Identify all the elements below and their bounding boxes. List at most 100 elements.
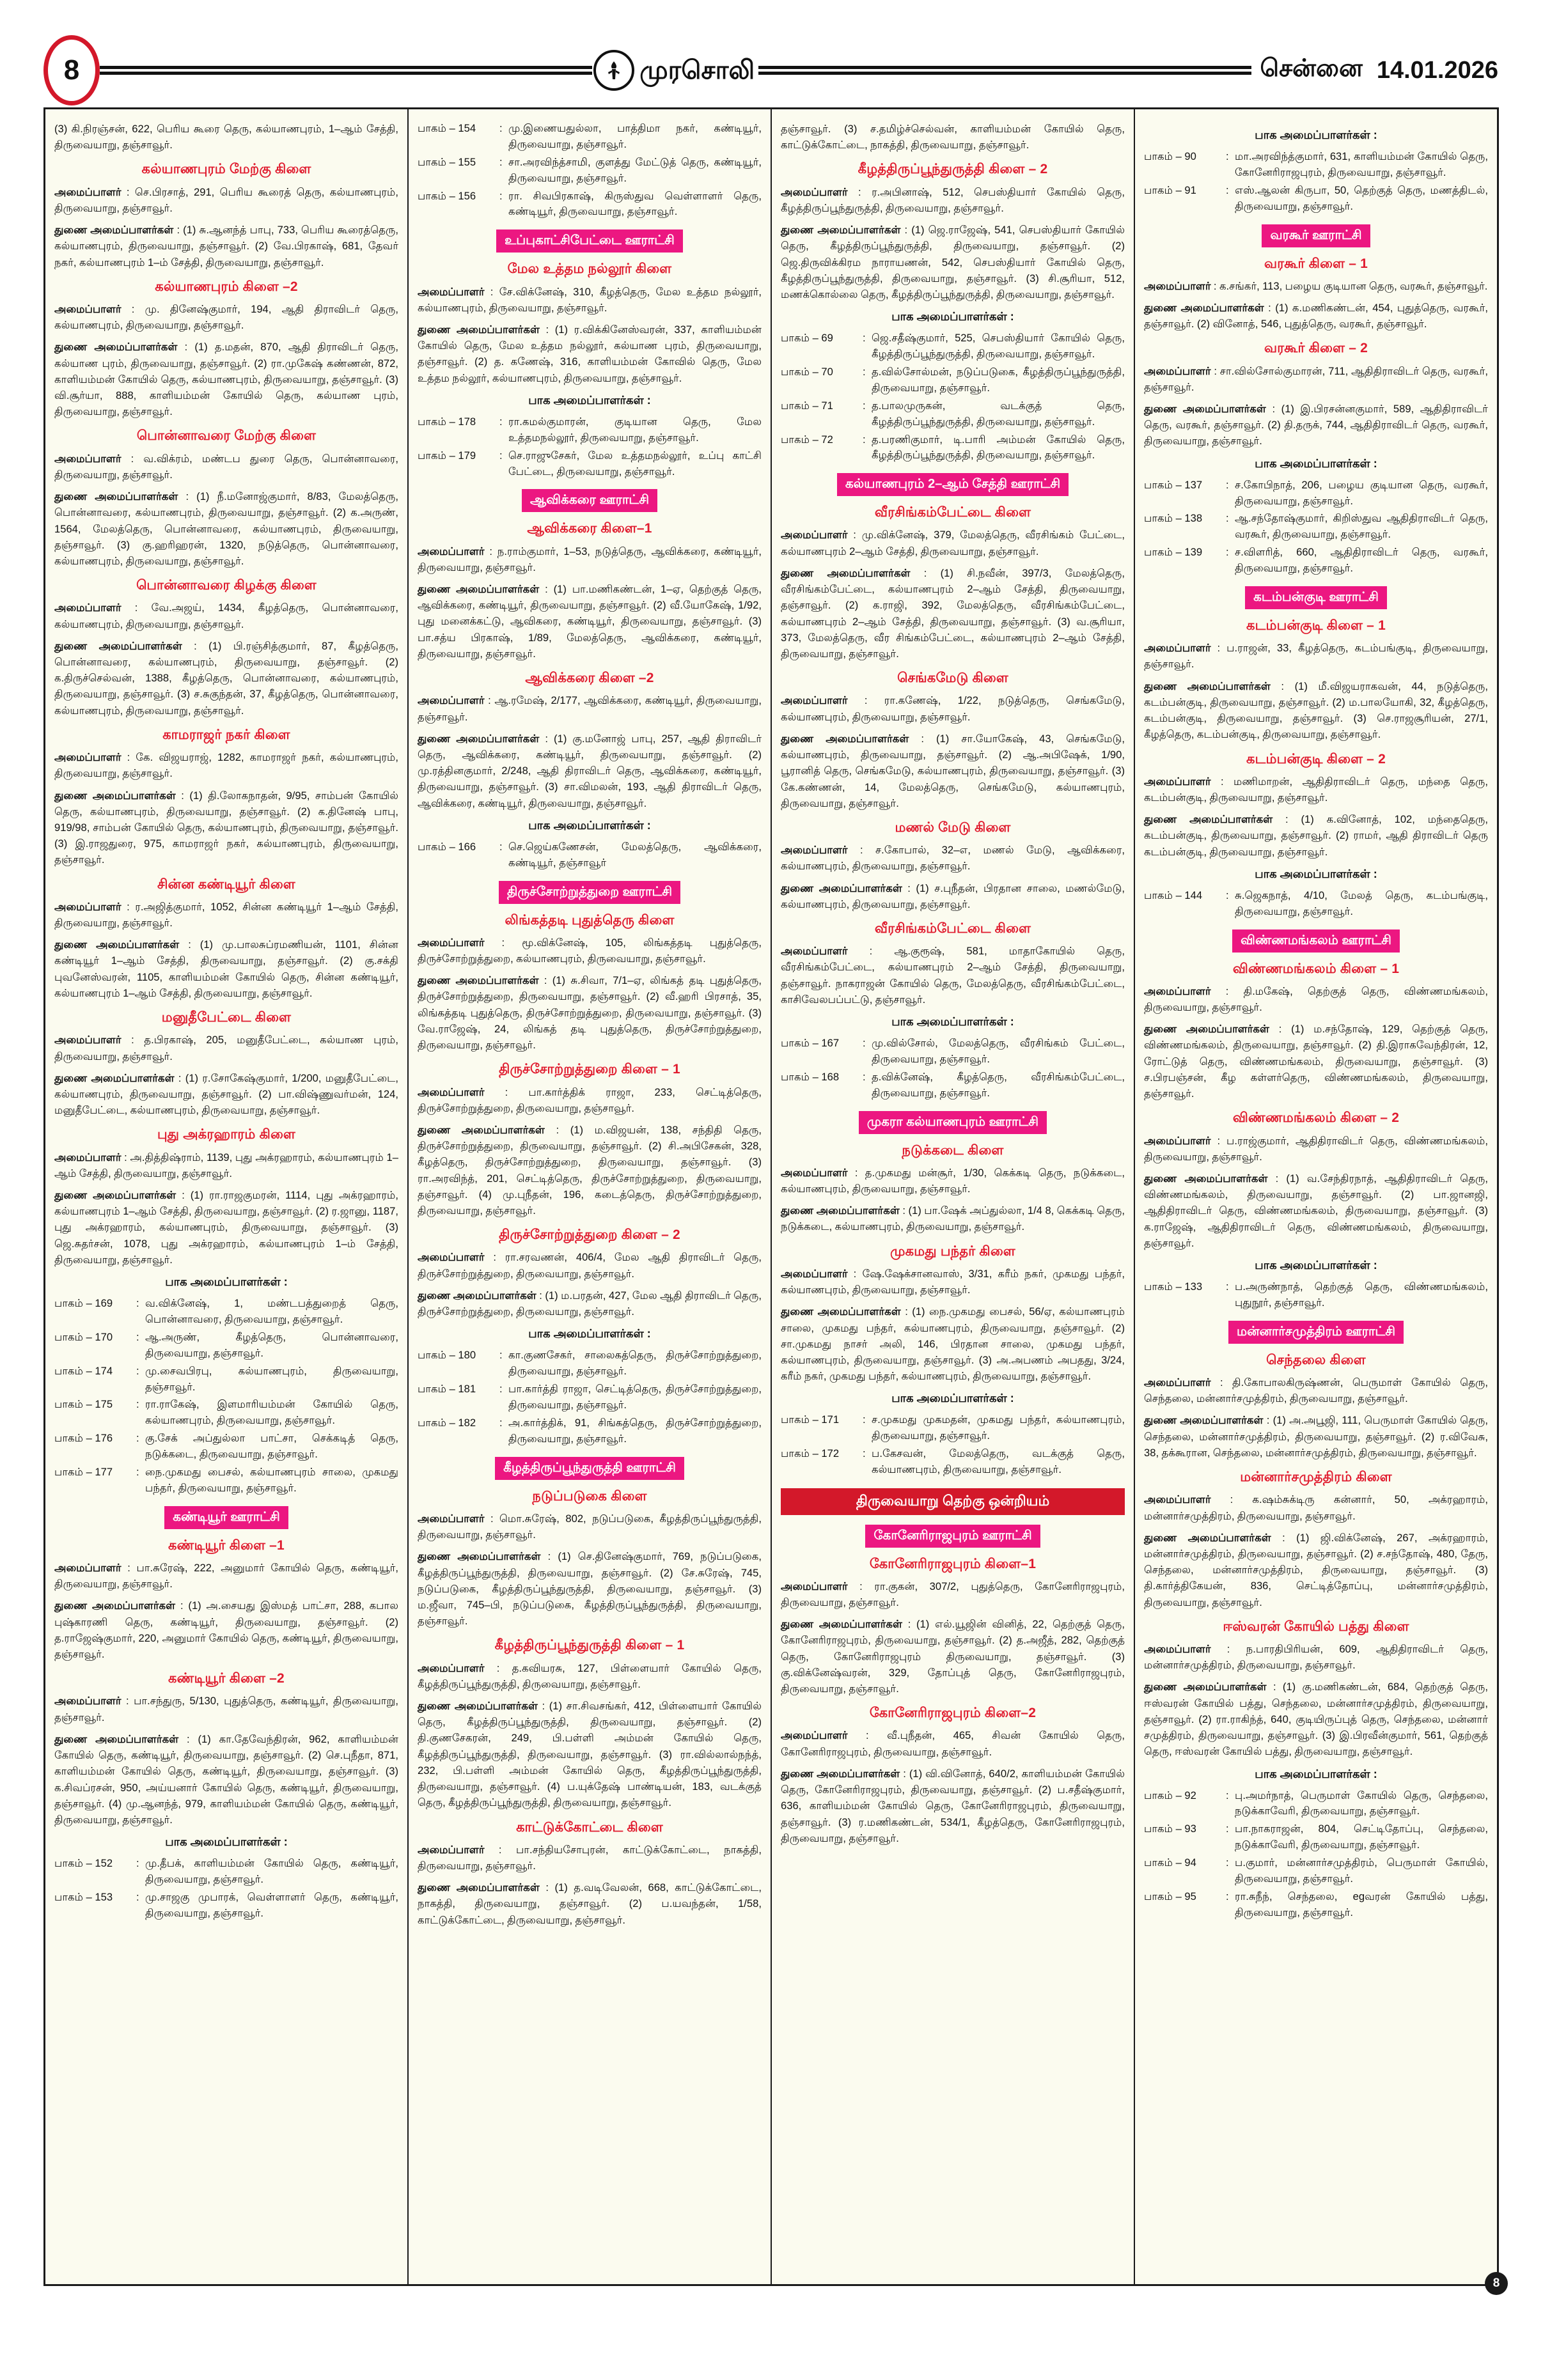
part-organiser-row: பாகம் – 177: நை.முகமது பைசல், கல்யாணபுரம்…	[54, 1465, 398, 1497]
part-organiser-details: ரா.சுநீந், செந்தலை, egவரன் கோயில் பத்து,…	[1235, 1890, 1488, 1918]
organiser-entry: அமைப்பாளர் : ச.கோபால், 32–எ, மணல் மேடு, …	[781, 842, 1125, 874]
organiser-entry: துணை அமைப்பாளர்கள் : (1) பா.மணிகண்டன், 1…	[418, 581, 762, 662]
part-number: பாகம் – 93	[1144, 1823, 1196, 1835]
entry-label: அமைப்பாளர்	[781, 1166, 848, 1179]
organiser-entry: அமைப்பாளர் : சே.விக்னேஷ், 310, கீழத்தெரு…	[418, 284, 762, 316]
entry-label: துணை அமைப்பாளர்கள்	[1144, 1023, 1270, 1036]
entry-details: : வ.விக்ரம், மண்டப துரை தெரு, பொன்னாவரை,…	[54, 452, 398, 481]
panchayat-heading: ஆவிக்கரை ஊராட்சி	[522, 489, 657, 513]
entry-label: துணை அமைப்பாளர்கள்	[781, 882, 902, 894]
part-number: பாகம் – 91	[1144, 183, 1196, 196]
organiser-entry: துணை அமைப்பாளர்கள் : (1) பா.ஷேக் அப்துல்…	[781, 1202, 1125, 1234]
part-colon: :	[499, 189, 503, 202]
entry-details: : (1) ம.சந்தோஷ், 129, தெற்குத் தெரு, விண…	[1144, 1023, 1488, 1100]
branch-heading: லிங்கத்தடி புதுத்தெரு கிளை	[505, 912, 675, 928]
part-number: பாகம் – 177	[54, 1466, 113, 1478]
entry-details: : (1) ஜெ.ராஜேஷ், 541, செபஸ்தியார் கோயில்…	[781, 224, 1125, 300]
entry-details: : (1) ச.புநீதன், பிரதான சாலை, மணல்மேடு, …	[781, 882, 1125, 910]
part-colon: :	[1226, 512, 1229, 525]
part-colon: :	[499, 415, 503, 428]
entry-details: : (1) பா.மணிகண்டன், 1–ஏ, தெற்குத் தெரு, …	[418, 583, 762, 660]
organiser-entry: அமைப்பாளர் : வீ.புநீதன், 465, சிவன் கோயி…	[781, 1727, 1125, 1759]
part-organiser-row: பாகம் – 179: செ.ராஜுசேகர், மேல உத்தமநல்லூ…	[418, 448, 762, 480]
part-organisers-subheading: பாக அமைப்பாளர்கள் :	[891, 310, 1014, 323]
organiser-entry: துணை அமைப்பாளர்கள் : (1) ர.சோகேஷ்குமார்,…	[54, 1070, 398, 1119]
entry-details: : (1) சா.சிவசங்கர், 412, பிள்ளையார் கோயி…	[418, 1700, 762, 1809]
entry-label: அமைப்பாளர்	[418, 545, 485, 557]
organiser-entry: அமைப்பாளர் : மூ.விக்னேஷ், 105, லிங்கத்தட…	[418, 935, 762, 967]
branch-heading: கண்டியூர் கிளை –2	[168, 1671, 285, 1686]
entry-label: துணை அமைப்பாளர்கள்	[418, 1550, 541, 1563]
branch-heading: நடுக்கடை கிளை	[902, 1142, 1004, 1158]
organiser-entry: துணை அமைப்பாளர்கள் : (1) அ.அபூஜி, 111, ப…	[1144, 1412, 1488, 1461]
entry-label: அமைப்பாளர்	[781, 945, 848, 958]
part-organisers-subheading: பாக அமைப்பாளர்கள் :	[1255, 867, 1377, 880]
organiser-entry: அமைப்பாளர் : க.சங்கர், 113, பழைய குடியான…	[1144, 278, 1488, 294]
branch-heading: செந்தலை கிளை	[1266, 1352, 1366, 1367]
part-organiser-details: மு.இணையதுல்லா, பாத்திமா நகர், கண்டியூர்,…	[508, 122, 762, 150]
entry-details: : (1) எல்.யூஜின் வினித், 22, தெற்குத் தெ…	[781, 1618, 1125, 1695]
part-organiser-details: செ.ராஜுசேகர், மேல உத்தமநல்லூர், உப்பு கா…	[508, 449, 762, 478]
organiser-entry: துணை அமைப்பாளர்கள் : (1) சா.யோகேஷ், 43, …	[781, 731, 1125, 811]
entry-details: : சா.வில்சோல்குமாரன், 711, ஆதிதிராவிடர் …	[1144, 364, 1488, 393]
branch-heading: திருச்சோற்றுத்துறை கிளை – 2	[499, 1227, 680, 1243]
part-colon: :	[136, 1432, 139, 1445]
part-organisers-subheading: பாக அமைப்பாளர்கள் :	[528, 393, 651, 407]
part-number: பாகம் – 171	[781, 1413, 840, 1426]
part-number: பாகம் – 174	[54, 1364, 113, 1377]
entry-details: : க.ஷம்சுக்டிரு கன்னார், 50, அக்ரஹாரம், …	[1144, 1493, 1488, 1522]
organiser-entry: துணை அமைப்பாளர்கள் : (1) வி.வினோத், 640/…	[781, 1766, 1125, 1846]
organiser-entry: அமைப்பாளர் : பா.சந்தியசோபுரன், காட்டுக்க…	[418, 1842, 762, 1874]
part-number: பாகம் – 156	[418, 189, 476, 202]
part-organisers-subheading: பாக அமைப்பாளர்கள் :	[1255, 456, 1377, 470]
organiser-entry: துணை அமைப்பாளர்கள் : (1) சு.சிவா, 7/1–ஏ,…	[418, 972, 762, 1053]
entry-label: அமைப்பாளர்	[1144, 1376, 1211, 1388]
entry-label: துணை அமைப்பாளர்கள்	[781, 732, 909, 745]
masthead-title: முரசொலி	[639, 56, 755, 84]
entry-details: : ச.கோபால், 32–எ, மணல் மேடு, ஆவிக்கரை, க…	[781, 844, 1125, 873]
organiser-entry: துணை அமைப்பாளர்கள் : (1) இ.பிரசன்னகுமார்…	[1144, 401, 1488, 449]
entry-label: அமைப்பாளர்	[54, 1034, 121, 1046]
entry-label: துணை அமைப்பாளர்கள்	[1144, 301, 1264, 314]
branch-heading: மணல் மேடு கிளை	[895, 820, 1011, 835]
entry-details: : செ.பிரசாத், 291, பெரிய கூரைத் தெரு, கல…	[54, 185, 398, 214]
part-organiser-row: பாகம் – 182: அ.கார்த்திக், 91, சிங்கத்தெர…	[418, 1415, 762, 1447]
organiser-entry: துணை அமைப்பாளர்கள் : (1) ஜி.விக்னேஷ், 26…	[1144, 1530, 1488, 1610]
entry-label: அமைப்பாளர்	[1144, 364, 1211, 377]
column-2: பாகம் – 154: மு.இணையதுல்லா, பாத்திமா நகர்…	[407, 109, 771, 2284]
column-1: (3) கி.நிரஞ்சன், 622, பெரிய கூரை தெரு, க…	[45, 109, 407, 2284]
part-organiser-details: ப.குமார், மன்னார்சமுத்திரம், பெருமாள் கோ…	[1235, 1856, 1488, 1885]
entry-label: அமைப்பாளர்	[1144, 775, 1211, 788]
entry-details: : ரா.சரவணன், 406/4, மேல ஆதி திராவிடர் தெ…	[418, 1251, 762, 1280]
entry-label: அமைப்பாளர்	[54, 1561, 121, 1574]
entry-details: : (1) இ.பிரசன்னகுமார், 589, ஆதிதிராவிடர்…	[1144, 403, 1488, 447]
entry-details: : (1) வி.வினோத், 640/2, காளியம்மன் கோயில…	[781, 1767, 1125, 1844]
branch-heading: கோனேரிராஜபுரம் கிளை–2	[869, 1706, 1037, 1721]
entry-details: : (1) பா.ஷேக் அப்துல்லா, 1/4 8, கெக்கடி …	[781, 1204, 1125, 1233]
organiser-entry: அமைப்பாளர் : மு. தினேஷ்குமார், 194, ஆதி …	[54, 301, 398, 333]
branch-heading: செங்கமேடு கிளை	[897, 671, 1008, 686]
entry-label: அமைப்பாளர்	[1144, 1643, 1211, 1655]
organiser-entry: துணை அமைப்பாளர்கள் : (1) கா.தேவேந்திரன்,…	[54, 1731, 398, 1828]
part-colon: :	[1226, 150, 1229, 162]
branch-heading: கீழத்திருப்பூந்துருத்தி கிளை – 2	[858, 162, 1048, 177]
organiser-entry: அமைப்பாளர் : கே. விஜயராஜ், 1282, காமராஜர…	[54, 749, 398, 781]
entry-details: : ஷே.ஷேக்சானவாஸ், 3/31, கரீம் நகர், முகம…	[781, 1267, 1125, 1296]
entry-details: : ர.அபினாஷ், 512, செபஸ்தியார் கோயில் தெர…	[781, 185, 1125, 214]
entry-label: துணை அமைப்பாளர்கள்	[1144, 813, 1273, 826]
panchayat-heading: கோனேரிராஜபுரம் ஊராட்சி	[865, 1524, 1040, 1548]
organiser-entry: அமைப்பாளர் : தி.கோபாலகிருஷ்ணன், பெருமாள்…	[1144, 1374, 1488, 1406]
entry-details: : கே. விஜயராஜ், 1282, காமராஜர் நகர், கல்…	[54, 751, 398, 780]
organiser-entry: துணை அமைப்பாளர்கள் : (1) க.வினோத், 102, …	[1144, 811, 1488, 860]
part-colon: :	[499, 1416, 503, 1429]
organiser-entry: துணை அமைப்பாளர்கள் : (1) ம.பரதன், 427, ம…	[418, 1287, 762, 1319]
entry-label: துணை அமைப்பாளர்கள்	[418, 732, 540, 745]
part-organiser-details: அ.கார்த்திக், 91, சிங்கத்தெரு, திருச்சோற…	[508, 1416, 762, 1445]
organiser-entry: அமைப்பாளர் : ஆ.குரூஷ், 581, மாதாகோயில் த…	[781, 943, 1125, 1007]
entry-details: : (1) மீ.விஜயராகவன், 44, நடுத்தெரு, கடம்…	[1144, 680, 1488, 741]
organiser-entry: துணை அமைப்பாளர்கள் : (1) த.வடிவேலன், 668…	[418, 1879, 762, 1928]
part-organiser-row: பாகம் – 167: மு.வில்சோல், மேலத்தெரு, வீரச…	[781, 1036, 1125, 1068]
entry-label: துணை அமைப்பாளர்கள்	[54, 1599, 176, 1612]
part-organisers-subheading: பாக அமைப்பாளர்கள் :	[165, 1275, 288, 1289]
entry-details: : ஆ.குரூஷ், 581, மாதாகோயில் தெரு, வீரசிங…	[781, 945, 1125, 1006]
